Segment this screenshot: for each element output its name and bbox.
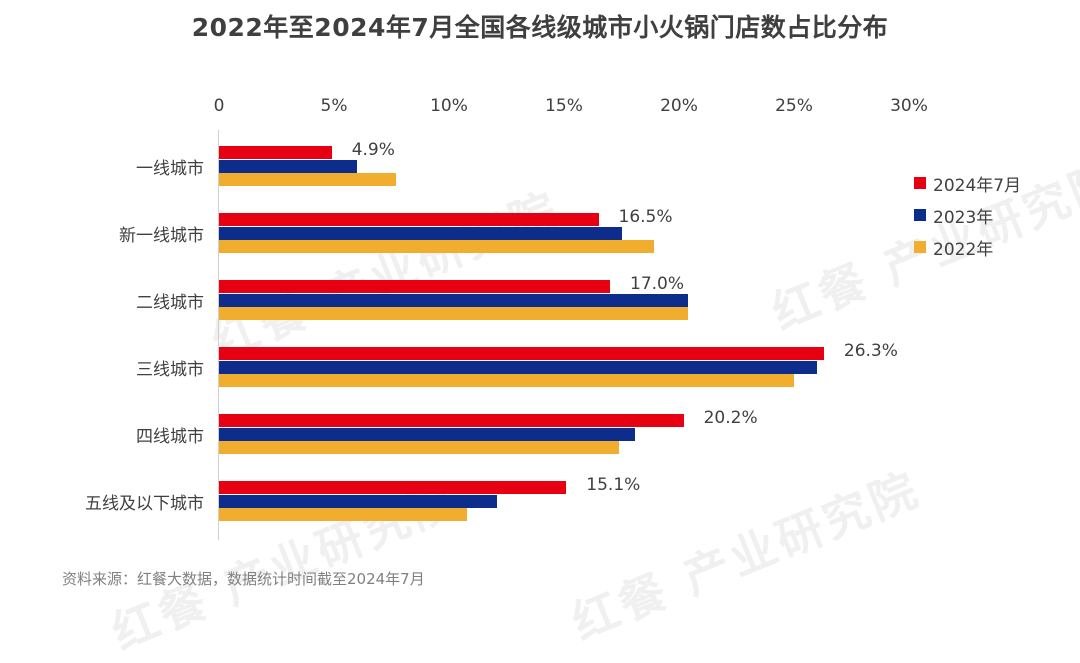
x-tick-label: 25% (775, 96, 813, 116)
value-label: 26.3% (843, 341, 898, 361)
y-axis-line (218, 130, 219, 540)
bar-2022年 (219, 441, 620, 454)
category-label: 三线城市 (136, 360, 204, 380)
legend: 2024年7月 2023年 2022年 (914, 174, 1021, 270)
bar-2024年7月 (219, 347, 824, 360)
legend-label: 2024年7月 (933, 175, 1022, 196)
legend-item-2024: 2024年7月 (914, 174, 1021, 196)
value-label: 17.0% (630, 274, 685, 294)
bar-2023年 (219, 494, 498, 508)
bar-2022年 (219, 508, 468, 521)
x-tick-label: 5% (320, 96, 348, 116)
bar-2023年 (219, 360, 817, 374)
x-tick-label: 30% (890, 96, 928, 116)
value-label: 16.5% (618, 207, 673, 227)
bar-2023年 (219, 427, 636, 441)
chart-title: 2022年至2024年7月全国各线级城市小火锅门店数占比分布 (191, 13, 889, 42)
bar-2023年 (219, 293, 689, 307)
category-label: 四线城市 (136, 427, 204, 447)
x-tick-label: 0 (213, 96, 225, 116)
legend-label: 2022年 (933, 239, 994, 260)
category-label: 五线及以下城市 (85, 494, 204, 514)
bar-2024年7月 (219, 146, 332, 159)
legend-swatch-2023 (914, 209, 926, 221)
legend-item-2022: 2022年 (914, 238, 1021, 260)
category-label: 二线城市 (136, 293, 204, 313)
value-label: 15.1% (586, 475, 641, 495)
value-label: 20.2% (703, 408, 758, 428)
bar-2022年 (219, 307, 689, 320)
bar-2023年 (219, 226, 622, 240)
category-label: 新一线城市 (119, 226, 204, 246)
x-tick-label: 10% (430, 96, 468, 116)
bar-2023年 (219, 159, 357, 173)
x-tick-label: 20% (660, 96, 698, 116)
x-tick-label: 15% (545, 96, 583, 116)
bar-2022年 (219, 173, 397, 186)
bar-2024年7月 (219, 481, 567, 494)
watermark: 红餐 产业研究院 (204, 181, 568, 371)
legend-item-2023: 2023年 (914, 206, 1021, 228)
bar-2022年 (219, 240, 654, 253)
bar-2024年7月 (219, 280, 610, 293)
legend-label: 2023年 (933, 207, 994, 228)
source-note: 资料来源：红餐大数据，数据统计时间截至2024年7月 (62, 570, 425, 588)
legend-swatch-2024 (914, 177, 926, 189)
category-label: 一线城市 (136, 159, 204, 179)
legend-swatch-2022 (914, 241, 926, 253)
bar-2024年7月 (219, 213, 599, 226)
bar-2022年 (219, 374, 794, 387)
value-label: 4.9% (351, 140, 395, 160)
bar-2024年7月 (219, 414, 684, 427)
